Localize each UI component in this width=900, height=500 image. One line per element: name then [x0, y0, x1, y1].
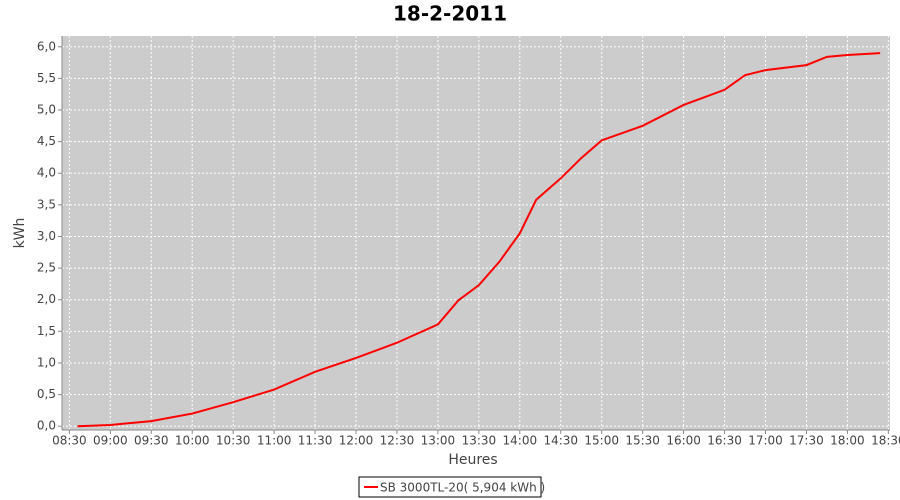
x-tick-label: 12:30 [380, 434, 415, 448]
y-tick-label: 0,5 [37, 387, 56, 401]
x-tick-label: 08:30 [52, 434, 87, 448]
x-tick-label: 17:00 [748, 434, 783, 448]
y-axis-title: kWh [12, 218, 28, 249]
x-tick-label: 16:00 [666, 434, 701, 448]
x-tick-label: 16:30 [707, 434, 742, 448]
x-axis-title: Heures [448, 452, 497, 468]
legend-label: SB 3000TL-20( 5,904 kWh ) [380, 481, 545, 495]
x-tick-label: 13:30 [462, 434, 497, 448]
y-tick-label: 5,0 [37, 102, 56, 116]
y-tick-label: 0,0 [37, 419, 56, 433]
x-tick-label: 13:00 [421, 434, 456, 448]
y-tick-label: 2,0 [37, 292, 56, 306]
x-tick-label: 17:30 [789, 434, 824, 448]
data-line [77, 52, 881, 428]
x-tick-label: 14:30 [543, 434, 578, 448]
legend: SB 3000TL-20( 5,904 kWh ) [358, 476, 545, 498]
y-tick-label: 5,5 [37, 71, 56, 85]
x-tick-label: 14:00 [503, 434, 538, 448]
y-tick-label: 4,0 [37, 166, 56, 180]
x-tick-label: 15:30 [625, 434, 660, 448]
y-tick-label: 6,0 [37, 39, 56, 53]
y-tick-label: 2,5 [37, 261, 56, 275]
chart-title: 18-2-2011 [393, 2, 507, 26]
y-tick-label: 4,5 [37, 134, 56, 148]
x-tick-label: 12:00 [339, 434, 374, 448]
x-tick-label: 11:00 [257, 434, 292, 448]
y-tick-label: 3,0 [37, 229, 56, 243]
legend-box [358, 476, 542, 498]
x-tick-label: 18:30 [871, 434, 900, 448]
y-tick-label: 3,5 [37, 197, 56, 211]
x-tick-label: 15:00 [584, 434, 619, 448]
x-tick-label: 09:00 [93, 434, 128, 448]
plot-area [62, 36, 890, 430]
x-tick-label: 10:30 [216, 434, 251, 448]
x-tick-label: 09:30 [134, 434, 169, 448]
y-tick-label: 1,0 [37, 355, 56, 369]
x-tick-label: 11:30 [298, 434, 333, 448]
x-tick-label: 10:00 [175, 434, 210, 448]
y-tick-label: 1,5 [37, 324, 56, 338]
x-tick-label: 18:00 [830, 434, 865, 448]
